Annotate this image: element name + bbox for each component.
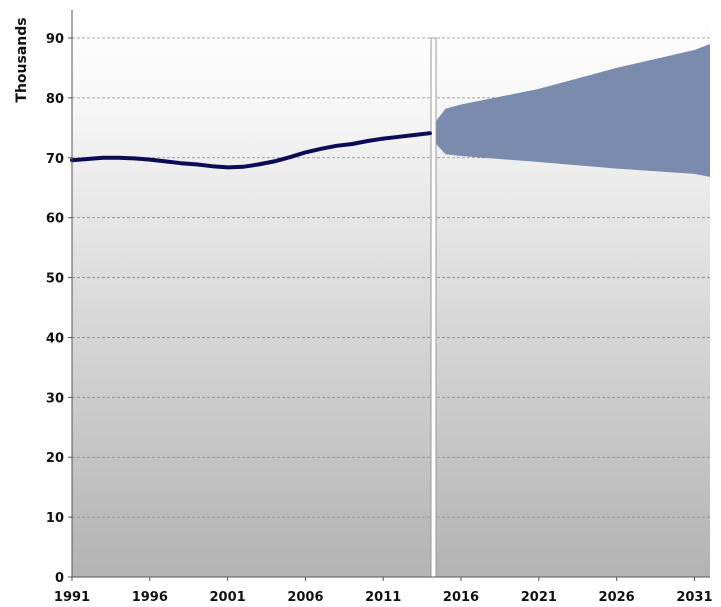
projection-band (429, 44, 710, 177)
y-tick-label-20: 20 (46, 451, 64, 466)
x-tick-label-2016: 2016 (443, 590, 479, 605)
x-tick-label-2006: 2006 (287, 590, 323, 605)
x-tick-label-2031: 2031 (676, 590, 712, 605)
x-tick-label-2011: 2011 (365, 590, 401, 605)
x-tick-label-2001: 2001 (210, 590, 246, 605)
divider-layer (430, 37, 437, 578)
x-tick-label-1996: 1996 (132, 590, 168, 605)
forecast-divider (430, 37, 437, 578)
gridlines (72, 37, 710, 518)
x-tick-label-2021: 2021 (521, 590, 557, 605)
y-tick-label-10: 10 (46, 511, 64, 526)
projection-band-layer (429, 44, 710, 177)
x-tick-label-2026: 2026 (599, 590, 635, 605)
y-tick-label-70: 70 (46, 152, 64, 167)
y-tick-labels: 0 10 20 30 40 50 60 70 80 90 (46, 32, 64, 586)
history-line (70, 131, 432, 170)
y-axis-label: Thousands (14, 17, 30, 102)
x-tick-labels: 1991 1996 2001 2006 2011 2016 2021 2026 2031 (54, 590, 713, 605)
y-tick-label-90: 90 (46, 32, 64, 47)
y-tick-label-0: 0 (55, 571, 64, 586)
y-tick-label-40: 40 (46, 331, 64, 346)
y-tick-label-30: 30 (46, 391, 64, 406)
axes (68, 10, 710, 581)
y-tick-label-80: 80 (46, 92, 64, 107)
y-tick-label-60: 60 (46, 212, 64, 227)
x-tick-label-1991: 1991 (54, 590, 90, 605)
history-line-layer (70, 131, 432, 170)
y-tick-label-50: 50 (46, 272, 64, 287)
